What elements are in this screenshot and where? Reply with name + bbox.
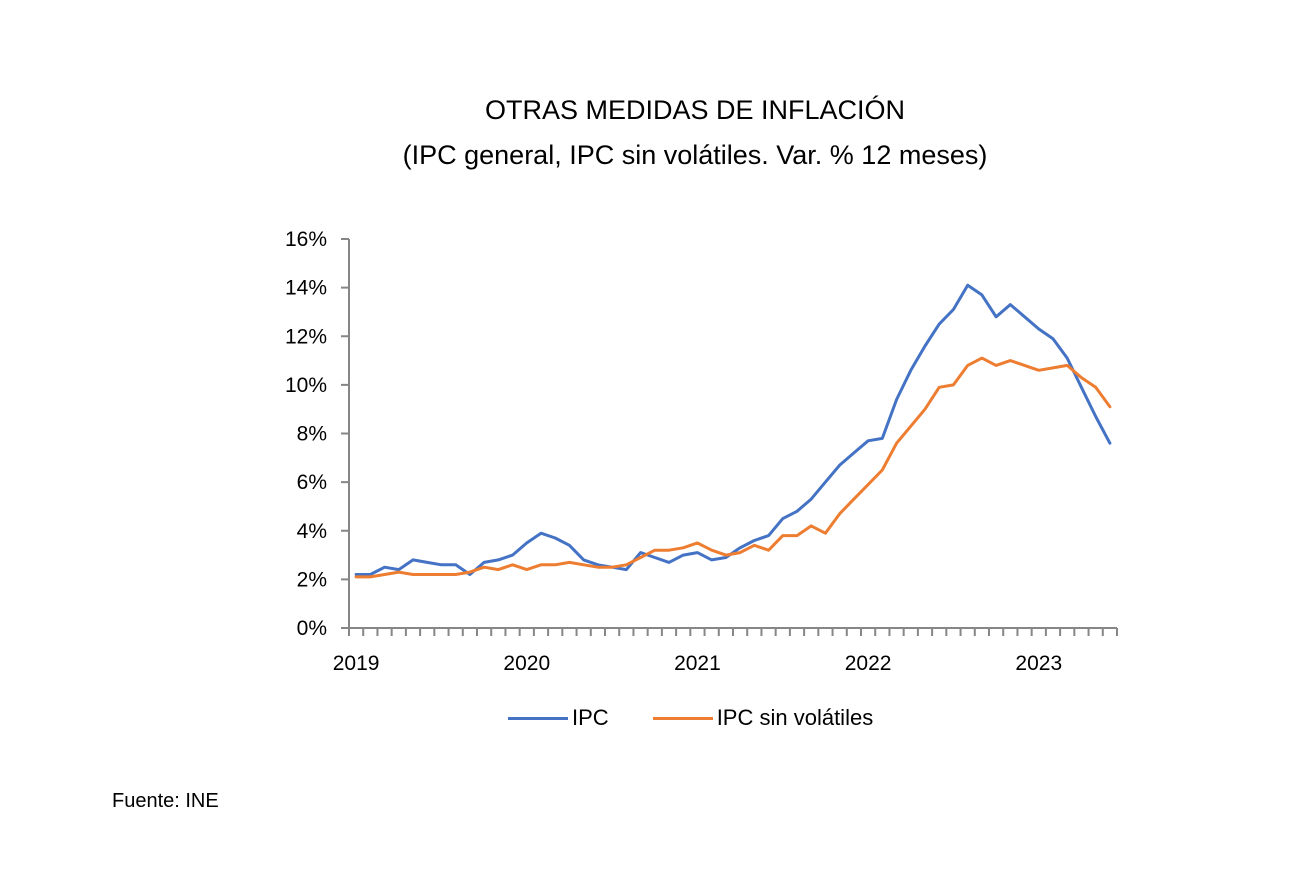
axes: 0% 2% 4% 6% 8% 10% 12% 14% 16% 2019 2020 2021 2022 20… bbox=[285, 228, 1118, 675]
y-tick-label: 16% bbox=[285, 228, 327, 251]
legend-swatch-ipc-sin-volatiles bbox=[652, 716, 713, 720]
series-lines bbox=[354, 283, 1112, 579]
y-tick-label: 0% bbox=[297, 617, 327, 640]
x-tick-label: 2021 bbox=[674, 652, 721, 675]
chart-title: OTRAS MEDIDAS DE INFLACIÓN bbox=[484, 95, 906, 125]
series-line-ipc-sin-volatiles bbox=[354, 356, 1112, 579]
y-tick-label: 2% bbox=[297, 568, 327, 591]
chart-subtitle: (IPC general, IPC sin volátiles. Var. % … bbox=[402, 140, 988, 170]
series-line-ipc bbox=[354, 283, 1112, 576]
legend-item-ipc-sin-volatiles: IPC sin volátiles bbox=[652, 705, 874, 731]
legend-label-ipc: IPC bbox=[572, 705, 609, 730]
legend-swatch-ipc bbox=[508, 716, 568, 720]
y-tick-label: 6% bbox=[297, 471, 327, 494]
x-tick-label: 2023 bbox=[1015, 652, 1062, 675]
y-tick-label: 4% bbox=[297, 520, 327, 543]
x-tick-label: 2020 bbox=[503, 652, 550, 675]
x-tick-label: 2022 bbox=[845, 652, 892, 675]
y-tick-label: 12% bbox=[285, 325, 327, 348]
y-tick-label: 8% bbox=[297, 423, 327, 446]
legend: IPC IPC sin volátiles bbox=[508, 705, 917, 731]
y-tick-label: 14% bbox=[285, 277, 327, 300]
x-tick-label: 2019 bbox=[333, 652, 380, 675]
source-note: Fuente: INE bbox=[112, 790, 219, 812]
y-tick-label: 10% bbox=[285, 374, 327, 397]
legend-label-ipc-sin-volatiles: IPC sin volátiles bbox=[716, 705, 874, 730]
legend-item-ipc: IPC bbox=[508, 705, 609, 731]
